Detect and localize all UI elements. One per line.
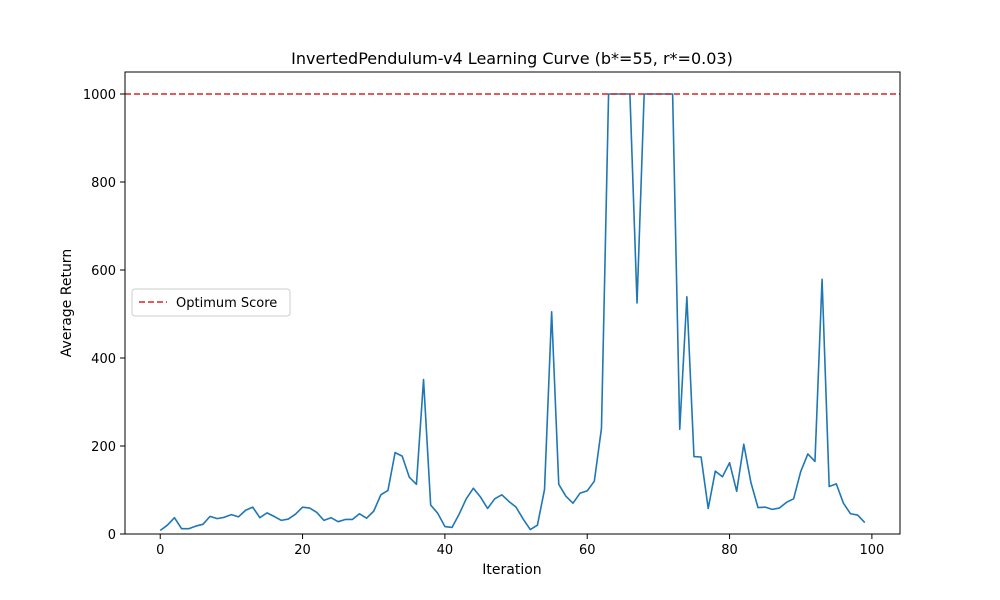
x-axis-ticks: 0 20 40 60 80 100 <box>156 534 884 558</box>
x-tick-label: 80 <box>721 543 738 558</box>
legend: Optimum Score <box>131 288 291 317</box>
x-axis-label: Iteration <box>482 562 541 578</box>
y-tick-label: 1000 <box>83 88 116 103</box>
y-tick-label: 400 <box>91 352 116 367</box>
y-tick-label: 600 <box>91 264 116 279</box>
y-tick-label: 0 <box>108 528 116 543</box>
y-tick-label: 200 <box>91 440 116 455</box>
chart-title: InvertedPendulum-v4 Learning Curve (b*=5… <box>291 49 733 68</box>
x-tick-label: 100 <box>859 543 884 558</box>
x-tick-label: 40 <box>437 543 454 558</box>
x-tick-label: 0 <box>156 543 164 558</box>
series-line-average-return <box>159 93 866 532</box>
y-tick-label: 800 <box>91 176 116 191</box>
legend-label-optimum-score: Optimum Score <box>176 296 277 311</box>
x-tick-label: 20 <box>294 543 311 558</box>
x-tick-label: 60 <box>579 543 596 558</box>
y-axis-label: Average Return <box>59 249 75 357</box>
series-layer <box>125 93 900 532</box>
plot-frame <box>124 71 901 535</box>
legend-box <box>131 288 291 317</box>
y-axis-ticks: 0 200 400 600 800 1000 <box>83 88 125 543</box>
